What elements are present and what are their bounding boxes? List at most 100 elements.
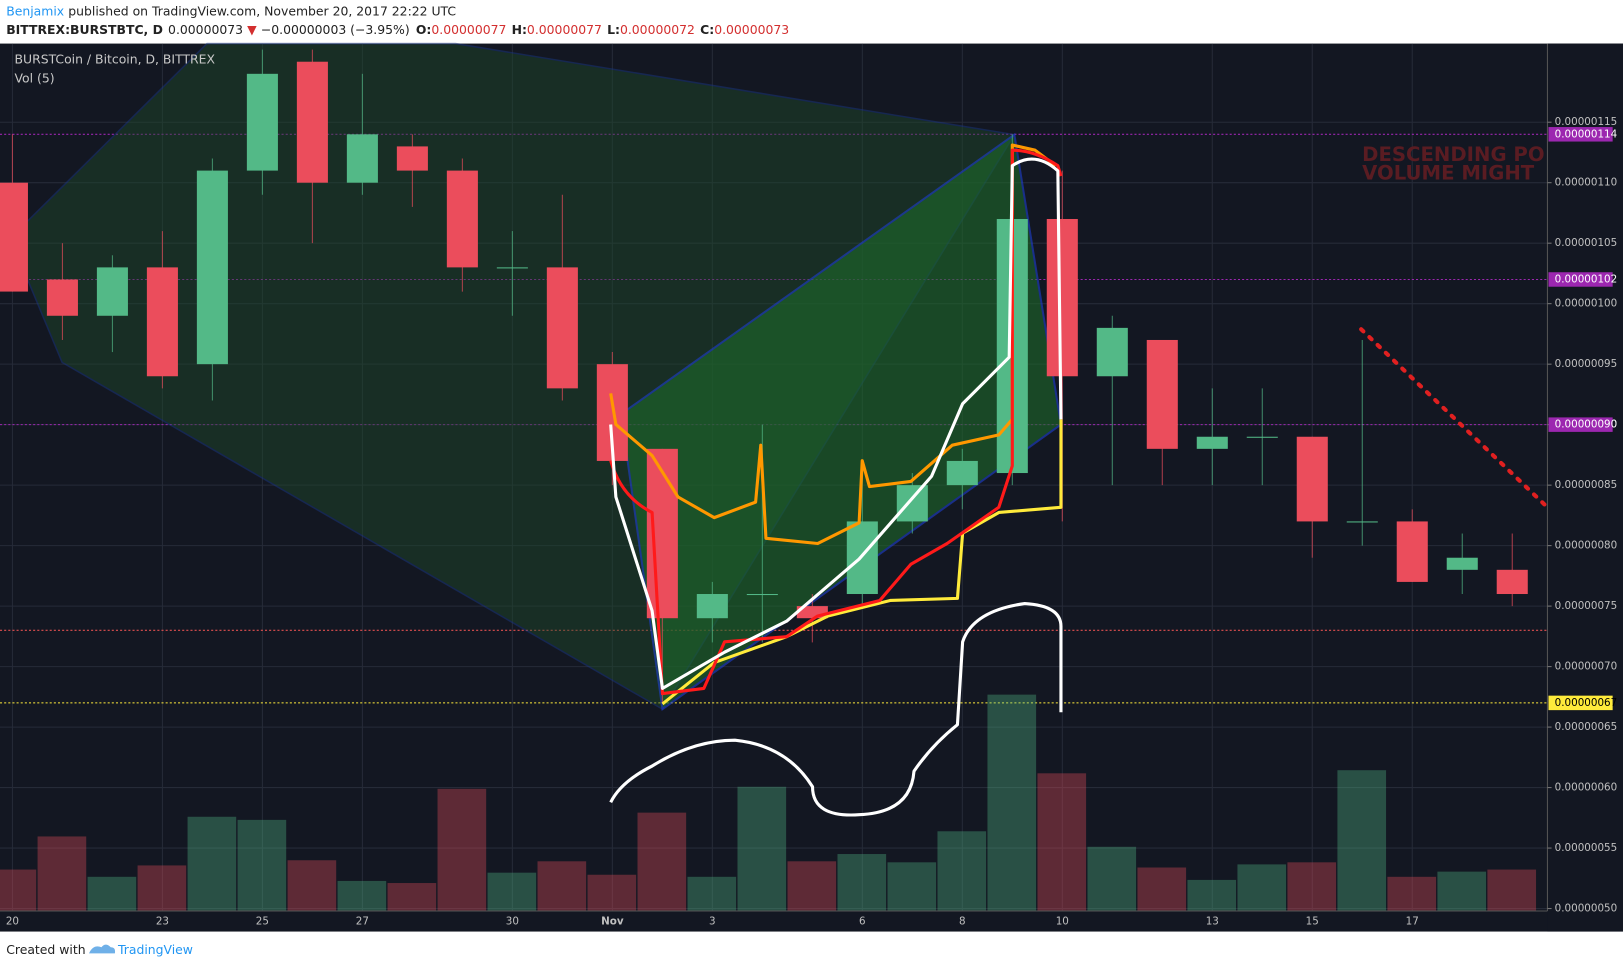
volume-bar [1037,773,1087,911]
volume-bar [337,880,387,911]
level-tag [1548,272,1613,287]
white-curve [609,601,1063,817]
volume-bar [137,865,187,911]
ohlc-value: 0.00000077 [431,22,506,37]
volume-bar [187,816,237,911]
volume-bar [737,786,787,911]
candle-body [546,267,578,389]
x-tick-label: 6 [859,915,866,927]
volume-bar [987,694,1037,911]
x-tick-label: 27 [356,915,369,927]
volume-bar [1387,876,1437,911]
candle-body [896,485,928,522]
footer-background [0,931,1623,968]
level-tag [1548,695,1613,711]
x-tick-label: 25 [256,915,269,927]
level-tag [1548,417,1613,432]
y-tick-label: 0.00000085 [1555,479,1618,491]
volume-label: Vol (5) [14,70,54,85]
ohlc-key: H: [512,22,527,37]
volume-layer [0,694,1537,911]
candle-body [0,182,28,292]
volume-bar [37,836,87,911]
candle-body [946,460,978,486]
y-tick-label: 0.00000050 [1555,903,1618,915]
volume-bar [1437,871,1487,911]
volume-bar [1137,867,1187,911]
volume-bar [287,860,337,911]
candle-body [1096,327,1128,377]
candle-body [196,170,228,365]
candle-body [746,594,778,596]
white-line [609,157,1063,690]
candle-body [1246,436,1278,438]
ohlc-key: C: [700,22,714,37]
level-tag [1548,127,1613,142]
volume-bar [1337,770,1387,911]
level-label: 0.00000114 [1555,128,1618,140]
price: 0.00000073 [168,22,243,37]
y-tick-label: 0.00000070 [1555,661,1618,673]
y-tick-label: 0.00000115 [1555,116,1618,128]
volume-bar [1287,862,1337,911]
y-tick-label: 0.00000110 [1555,177,1618,189]
x-tick-label: 17 [1406,915,1419,927]
author[interactable]: Benjamix [6,3,64,18]
x-tick-label: 13 [1206,915,1219,927]
axes: 0.00000050 0.00000055 0.00000060 0.00000065… [6,116,1617,927]
x-tick-label: 15 [1306,915,1319,927]
volume-bar [1187,879,1237,911]
y-tick-label: 0.00000055 [1555,842,1618,854]
price-axis [1547,43,1623,932]
x-tick-label: 20 [6,915,19,927]
candle-body [1446,557,1478,570]
candle-body [496,267,528,269]
volume-bar [437,788,487,911]
candle-body [1396,521,1428,582]
header-line-1: Benjamix published on TradingView.com, No… [6,3,456,18]
x-tick-label: 10 [1056,915,1069,927]
y-tick-label: 0.00000105 [1555,237,1618,249]
y-tick-label: 0.00000065 [1555,721,1618,733]
candle-body [396,146,428,171]
volume-bar [487,872,537,911]
volume-bar [587,874,637,911]
ohlc-value: 0.00000073 [714,22,789,37]
candle-body [296,61,328,183]
volume-bar [537,861,587,911]
y-tick-label: 0.00000075 [1555,600,1618,612]
footer-brand[interactable]: TradingView [117,942,193,957]
red-line [609,148,1063,696]
ohlc-value: 0.00000077 [527,22,602,37]
descending-dots [1359,327,1550,510]
volume-bar [937,831,987,911]
y-tick-label: 0.00000060 [1555,782,1618,794]
header-line-2: BITTREX:BURSTBTC, D 0.00000073 ▼ −0.0000000… [6,22,789,37]
symbol: BITTREX:BURSTBTC, D [6,22,163,37]
x-tick-label: 3 [709,915,716,927]
volume-bar [387,883,437,911]
footer-text: Created with [6,942,85,957]
ohlc-key: L: [607,22,620,37]
ohlc-value: 0.00000072 [620,22,695,37]
candle-body [1046,218,1078,377]
level-label: 0.00000090 [1555,419,1618,431]
candle-body [96,267,128,316]
volume-bar [687,876,737,911]
level-label: 0.00000067 [1555,697,1618,709]
y-tick-label: 0.00000095 [1555,358,1618,370]
volume-bar [837,854,887,911]
volume-bar [87,876,137,911]
candle-body [46,279,78,316]
y-tick-label: 0.00000100 [1555,298,1618,310]
candle-body [446,170,478,268]
x-tick-label: 23 [156,915,169,927]
y-tick-label: 0.00000080 [1555,540,1618,552]
volume-bar [1237,864,1287,911]
volume-bar [887,862,937,911]
arrow: ▼ [247,22,257,37]
volume-bar [637,812,687,911]
candle-body [1196,436,1228,449]
candle-body [1296,436,1328,522]
